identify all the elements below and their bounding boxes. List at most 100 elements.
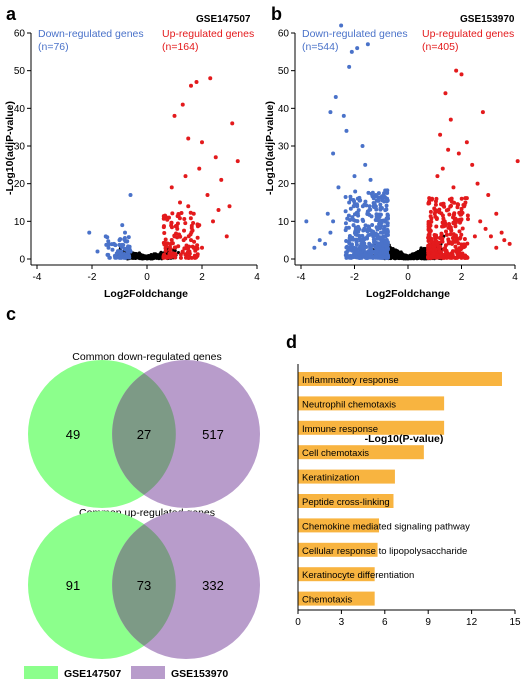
volcano-b-down-point <box>351 223 356 228</box>
bar-label-1: Inflammatory response <box>302 375 399 386</box>
volcano-b-up-point <box>478 219 483 224</box>
volcano-b-down-point <box>341 113 346 118</box>
volcano-a-up-point <box>189 83 193 88</box>
enrichment-bar-chart: Inflammatory response Neutrophil chemotax… <box>295 364 521 628</box>
volcano-a-up-point <box>180 102 185 107</box>
volcano-b-up-point <box>507 241 512 246</box>
volcano-b-down-point <box>304 219 309 224</box>
volcano-a-up-point <box>187 251 192 256</box>
volcano-b-down-point <box>359 253 364 258</box>
volcano-b-down-point <box>356 208 361 213</box>
volcano-a-up-point <box>176 244 181 249</box>
volcano-b-up-point <box>452 234 457 239</box>
volcano-a-up-point <box>230 121 235 126</box>
volcano-b-down-point <box>343 194 348 199</box>
volcano-a-down-point <box>128 249 133 254</box>
bar-x-tick-label: 6 <box>382 617 388 628</box>
volcano-b-up-point <box>459 196 464 201</box>
venn-up-right-count: 332 <box>202 578 224 593</box>
volcano-a-down-point <box>124 239 129 244</box>
volcano-b-up-point <box>444 232 449 237</box>
volcano-a-up-point <box>197 223 202 228</box>
volcano-a-x-tick-label: 2 <box>199 272 205 283</box>
volcano-b-down-point <box>360 144 365 148</box>
volcano-a-y-tick-label: 50 <box>14 66 26 77</box>
volcano-a-down-point <box>128 192 133 197</box>
bar-label-2: Neutrophil chemotaxis <box>302 399 396 410</box>
volcano-b-up-point <box>442 247 447 252</box>
volcano-b-ns-point <box>401 255 405 259</box>
volcano-b-down-point <box>381 218 386 223</box>
volcano-a-y-tick-label: 30 <box>14 142 26 153</box>
volcano-b-down-point <box>368 228 373 233</box>
volcano-b-up-point <box>463 253 468 258</box>
volcano-b-y-tick-label: 20 <box>278 179 290 190</box>
bar-xlabel: -Log10(P-value) <box>365 433 444 445</box>
volcano-b-down-point <box>351 237 356 242</box>
bar-5 <box>298 469 395 484</box>
volcano-b-down-point <box>349 255 354 260</box>
volcano-b-down-point <box>365 209 370 214</box>
volcano-b-up-point <box>444 229 449 234</box>
volcano-b-up-point <box>445 255 450 260</box>
volcano-b-down-point <box>385 216 390 221</box>
volcano-a-up-point <box>194 79 199 84</box>
volcano-b-up-point <box>459 242 464 247</box>
volcano-b-down-point <box>333 95 338 100</box>
volcano-a-x-tick-label: -2 <box>88 272 97 283</box>
volcano-a-up-point <box>162 231 167 236</box>
volcano-a-xlabel: Log2Foldchange <box>104 288 188 300</box>
volcano-b-down-point <box>365 42 370 47</box>
volcano-b-down-point <box>374 250 379 255</box>
venn-down-left-count: 49 <box>66 427 80 442</box>
volcano-a-ns-point <box>136 253 140 258</box>
volcano-b-down-point <box>378 226 383 231</box>
volcano-b-up-point <box>448 204 453 209</box>
volcano-b-down-point <box>355 219 360 224</box>
volcano-b-down-point <box>336 185 341 190</box>
volcano-b-y-tick-label: 0 <box>283 255 289 266</box>
volcano-a-down-point <box>126 235 131 240</box>
venn-up-left-count: 91 <box>66 578 80 593</box>
volcano-a-up-point <box>164 241 169 246</box>
volcano-b-up-point <box>433 199 438 204</box>
volcano-b-ns-point <box>403 256 408 260</box>
volcano-a-down-point <box>87 230 92 235</box>
volcano-a-down-point <box>105 252 110 257</box>
volcano-b-y-tick-label: 50 <box>278 66 290 77</box>
volcano-a-down-label: Down-regulated genes <box>38 28 144 40</box>
volcano-b-up-point <box>432 211 437 216</box>
bar-4 <box>298 445 424 460</box>
volcano-b-x-tick-label: 0 <box>405 272 411 283</box>
volcano-a-up-point <box>172 113 177 118</box>
volcano-b-down-point <box>380 255 385 260</box>
volcano-b-down-point <box>383 242 388 247</box>
volcano-b-down-point <box>369 214 374 219</box>
volcano-a-y-tick-label: 10 <box>14 217 26 228</box>
volcano-b-up-point <box>448 117 453 122</box>
volcano-a-y-tick-label: 0 <box>19 255 25 266</box>
volcano-a-up-point <box>189 230 194 235</box>
volcano-a-down-point <box>124 254 129 259</box>
volcano-b-up-point <box>426 201 431 206</box>
volcano-a-up-point <box>219 177 224 182</box>
volcano-b-down-point <box>358 198 363 203</box>
volcano-a-up-point <box>224 234 229 239</box>
volcano-b-down-point <box>367 241 372 246</box>
volcano-b-dataset: GSE153970 <box>460 14 515 25</box>
volcano-b-up-point <box>486 192 491 197</box>
volcano-b-down-point <box>357 236 362 241</box>
volcano-a-down-point <box>106 242 111 247</box>
volcano-a-up-point <box>168 247 173 252</box>
bar-x-tick-label: 12 <box>466 617 478 628</box>
volcano-b-up-point <box>434 235 439 240</box>
volcano-b-up-point <box>438 244 443 249</box>
volcano-b-down-point <box>378 202 383 207</box>
volcano-b-up-point <box>432 244 437 249</box>
volcano-b-up-point <box>430 196 435 201</box>
volcano-a-up-point <box>189 238 193 243</box>
volcano-b-up-point <box>448 254 453 259</box>
volcano-a-up-point <box>200 245 204 250</box>
volcano-b-up-point <box>494 245 499 250</box>
